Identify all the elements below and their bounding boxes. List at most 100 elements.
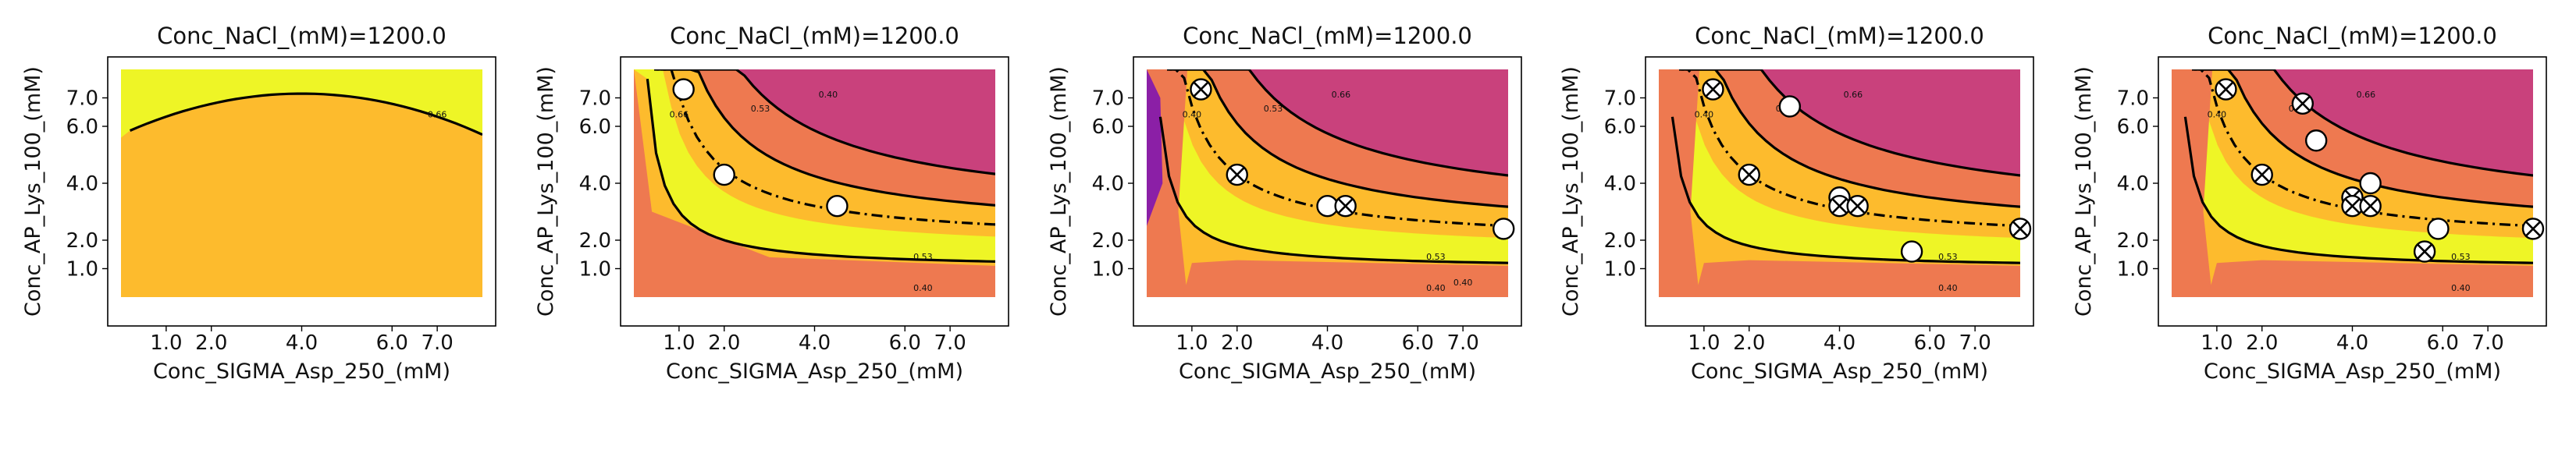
- point-marker: [672, 78, 695, 101]
- point-marker: [1778, 95, 1802, 118]
- x-tick-label: 2.0: [708, 331, 740, 355]
- point-marker: [2427, 218, 2450, 240]
- x-axis-label: Conc_SIGMA_Asp_250_(mM): [1691, 359, 1988, 384]
- level-region-salmon: [1659, 260, 2020, 297]
- contour-label: 0.40: [2208, 109, 2227, 119]
- x-tick-label: 1.0: [1176, 331, 1208, 355]
- contour-label: 0.66: [1332, 90, 1351, 100]
- x-tick-label: 7.0: [1446, 331, 1478, 355]
- chart-title: Conc_NaCl_(mM)=1200.0: [2208, 23, 2497, 49]
- cross-mark: [1832, 198, 1847, 214]
- x-tick-label: 1.0: [2201, 331, 2233, 355]
- contour-label: 0.40: [1426, 283, 1446, 293]
- level-region-salmon: [1659, 69, 1700, 297]
- contour-label: 0.40: [1938, 283, 1958, 293]
- contour-line: [1169, 69, 1508, 208]
- cross-mark: [2363, 198, 2379, 214]
- contour-label: 0.40: [1695, 109, 1714, 119]
- x-tick-label: 2.0: [1221, 331, 1253, 355]
- y-tick-label: 1.0: [1092, 258, 1124, 282]
- contour-label: 0.53: [751, 104, 770, 114]
- contour-label: 0.40: [2451, 283, 2471, 293]
- contour-label: 0.66: [1844, 90, 1863, 100]
- y-tick-label: 6.0: [1092, 115, 1124, 139]
- cross-mark: [1850, 198, 1866, 214]
- level-region-yellow: [2172, 69, 2533, 297]
- x-tick-label: 1.0: [150, 331, 182, 355]
- optimum-dashdot-line: [2192, 69, 2533, 228]
- y-tick-label: 2.0: [2117, 229, 2149, 253]
- cross-mark: [1338, 198, 1354, 214]
- cross-mark: [2525, 221, 2541, 236]
- contour-label: 0.53: [1938, 252, 1958, 262]
- y-tick-label: 2.0: [1604, 229, 1636, 253]
- y-tick-label: 7.0: [579, 87, 611, 111]
- chart-title: Conc_NaCl_(mM)=1200.0: [1695, 23, 1984, 49]
- contour-label: 0.66: [428, 109, 447, 119]
- chart-panel-4: 0.400.530.660.530.401.02.04.06.07.01.02.…: [1559, 23, 2034, 384]
- y-axis-label: Conc_AP_Lys_100_(mM): [1047, 66, 1071, 317]
- contour-line: [656, 69, 995, 207]
- optimum-dashdot-line: [654, 69, 995, 226]
- cross-mark: [2254, 167, 2270, 182]
- contour-label: 0.66: [670, 109, 689, 119]
- contour-line: [1173, 69, 1508, 177]
- contour-plot-area: 0.400.530.660.530.40: [2172, 69, 2533, 297]
- level-region-yellow: [1659, 69, 2020, 297]
- contour-label: 0.53: [1264, 104, 1283, 114]
- y-tick-label: 7.0: [2117, 87, 2149, 111]
- x-tick-label: 4.0: [2336, 331, 2368, 355]
- level-region-salmon: [1147, 260, 1508, 297]
- contour-label: 0.53: [913, 252, 933, 262]
- optimum-dashdot-line: [1679, 69, 2020, 228]
- contour-label: 0.40: [913, 283, 933, 293]
- cross-mark: [1706, 82, 1720, 97]
- chart-title: Conc_NaCl_(mM)=1200.0: [670, 23, 959, 49]
- level-region-orange: [121, 94, 482, 297]
- point-marker: [2359, 172, 2382, 195]
- cross-mark: [2417, 244, 2432, 260]
- contour-plot-area: 0.66 0.53 0.40 0.53 0.40: [634, 69, 995, 297]
- y-tick-label: 2.0: [66, 229, 98, 253]
- contour-plot-area: 0.400.530.660.530.40: [1659, 69, 2020, 297]
- y-tick-label: 1.0: [579, 258, 611, 282]
- contour-line: [660, 69, 995, 175]
- chart-title: Conc_NaCl_(mM)=1200.0: [1183, 23, 1472, 49]
- x-tick-label: 1.0: [663, 331, 695, 355]
- chart-panel-1: 0.66 1.0 2.0 4.0 6.0 7.0 1.0 2.0 4.0 6.0 7.0 Conc_N…: [21, 23, 496, 384]
- y-tick-label: 6.0: [579, 115, 611, 139]
- cross-mark: [2218, 82, 2233, 97]
- y-axis-label: Conc_AP_Lys_100_(mM): [21, 66, 45, 317]
- cross-mark: [2012, 221, 2028, 236]
- contour-label: 0.53: [1426, 252, 1446, 262]
- contour-label: 0.66: [2357, 90, 2376, 100]
- y-tick-label: 4.0: [579, 172, 611, 196]
- x-axis-label: Conc_SIGMA_Asp_250_(mM): [2204, 359, 2501, 384]
- x-tick-label: 4.0: [1311, 331, 1343, 355]
- contour-line: [1670, 116, 2020, 264]
- y-axis-label: Conc_AP_Lys_100_(mM): [2072, 66, 2096, 317]
- x-axis-label: Conc_SIGMA_Asp_250_(mM): [153, 359, 450, 384]
- x-tick-label: 2.0: [195, 331, 227, 355]
- y-tick-label: 4.0: [1092, 172, 1124, 196]
- x-tick-label: 2.0: [2246, 331, 2278, 355]
- x-axis-label: Conc_SIGMA_Asp_250_(mM): [1179, 359, 1476, 384]
- y-tick-label: 7.0: [1092, 87, 1124, 111]
- contour-line: [2183, 116, 2533, 264]
- chart-title: Conc_NaCl_(mM)=1200.0: [157, 23, 447, 49]
- y-axis-label: Conc_AP_Lys_100_(mM): [534, 66, 558, 317]
- y-tick-label: 6.0: [2117, 115, 2149, 139]
- optimum-dashdot-line: [1167, 69, 1508, 228]
- x-tick-label: 6.0: [376, 331, 408, 355]
- level-region-yellow: [1147, 69, 1508, 297]
- contour-line: [1681, 69, 2020, 208]
- cross-mark: [2345, 198, 2360, 214]
- cross-mark: [1742, 167, 1757, 182]
- chart-panel-3: 0.40 0.53 0.66 0.53 0.40 0.40 1.0 2.0 4.0 6.0 7.0 1…: [1047, 23, 1522, 384]
- x-tick-label: 2.0: [1733, 331, 1765, 355]
- contour-plot-area: 0.66: [121, 69, 482, 297]
- point-marker: [2304, 129, 2328, 152]
- x-tick-label: 6.0: [2427, 331, 2459, 355]
- y-tick-label: 6.0: [1604, 115, 1636, 139]
